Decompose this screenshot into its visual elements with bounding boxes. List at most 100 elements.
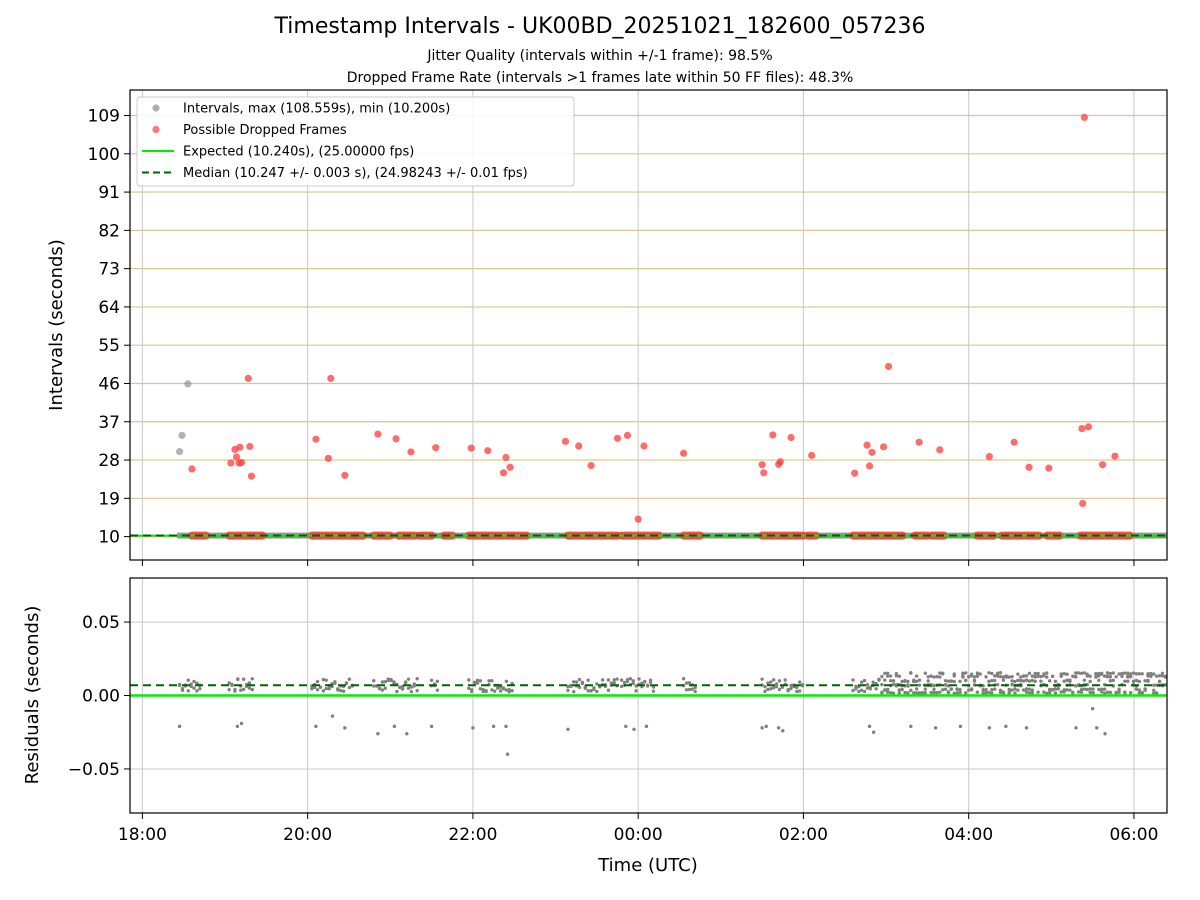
residual-point bbox=[637, 677, 641, 681]
jitter-quality-subtitle: Jitter Quality (intervals within +/-1 fr… bbox=[427, 48, 773, 64]
residual-point bbox=[180, 686, 185, 691]
bottom-y-tick-label: 0.00 bbox=[82, 687, 120, 707]
residual-point bbox=[894, 671, 899, 676]
residual-point bbox=[880, 674, 884, 679]
residual-point bbox=[1013, 679, 1017, 684]
residual-point bbox=[504, 688, 509, 692]
residual-point bbox=[958, 687, 962, 692]
residual-point bbox=[1152, 672, 1156, 676]
residual-point bbox=[900, 687, 904, 692]
residual-point bbox=[1143, 687, 1147, 691]
residual-point bbox=[395, 689, 399, 694]
residual-point bbox=[1085, 672, 1089, 676]
dropped-frame-point bbox=[985, 453, 993, 461]
residual-point bbox=[1033, 679, 1037, 683]
x-tick-label: 04:00 bbox=[944, 825, 993, 845]
residual-point bbox=[1100, 672, 1104, 676]
residual-point bbox=[969, 688, 974, 692]
residual-point bbox=[403, 680, 408, 684]
residual-outlier-point bbox=[376, 731, 380, 736]
residual-point bbox=[886, 687, 890, 692]
residual-point bbox=[943, 687, 948, 691]
residual-point bbox=[377, 686, 382, 691]
residual-point bbox=[955, 691, 959, 695]
residual-point bbox=[1088, 690, 1092, 695]
residual-point bbox=[917, 683, 922, 687]
residual-outlier-point bbox=[987, 726, 992, 730]
residual-point bbox=[1082, 687, 1087, 691]
residual-point bbox=[886, 674, 890, 678]
residual-point bbox=[318, 685, 323, 689]
residual-outlier-point bbox=[566, 727, 570, 731]
residual-point bbox=[865, 683, 870, 687]
residual-point bbox=[1134, 687, 1139, 691]
residual-point bbox=[496, 686, 500, 690]
x-tick-label: 00:00 bbox=[614, 825, 663, 845]
interval-point bbox=[178, 431, 186, 439]
residual-point bbox=[1016, 688, 1020, 692]
residual-point bbox=[1154, 691, 1159, 695]
residual-point bbox=[1120, 671, 1124, 676]
residual-point bbox=[998, 671, 1003, 675]
residual-point bbox=[1019, 678, 1023, 683]
residual-outlier-point bbox=[760, 726, 764, 730]
residual-point bbox=[923, 671, 928, 675]
residual-point bbox=[478, 687, 483, 691]
residual-point bbox=[380, 688, 385, 692]
residual-point bbox=[389, 678, 393, 683]
residual-outlier-point bbox=[330, 714, 335, 718]
legend: Intervals, max (108.559s), min (10.200s)… bbox=[136, 96, 575, 187]
residual-point bbox=[857, 689, 861, 694]
residual-point bbox=[987, 671, 991, 675]
residual-point bbox=[406, 677, 411, 681]
residual-point bbox=[198, 687, 202, 691]
residual-point bbox=[964, 691, 968, 695]
residual-point bbox=[409, 685, 414, 689]
residual-point bbox=[400, 687, 405, 691]
chart-title: Timestamp Intervals - UK00BD_20251021_18… bbox=[274, 14, 926, 39]
residual-point bbox=[693, 685, 697, 690]
residual-point bbox=[233, 689, 237, 693]
top-panel-axes: 10 19 28 37 46 55 64 73 82 91 100 109 bbox=[88, 89, 1168, 566]
dropped-frame-point bbox=[1098, 461, 1107, 469]
residual-point bbox=[478, 679, 483, 683]
dropped-frame-point bbox=[1078, 424, 1086, 433]
bottom-panel-points bbox=[130, 671, 1168, 756]
residual-point bbox=[1160, 671, 1165, 675]
residual-point bbox=[935, 674, 939, 679]
residual-point bbox=[344, 681, 349, 685]
dropped-frame-point bbox=[236, 443, 244, 451]
residual-point bbox=[1076, 690, 1081, 694]
residual-point bbox=[774, 684, 779, 689]
residual-outlier-point bbox=[239, 721, 244, 726]
residual-point bbox=[1126, 675, 1130, 679]
dropped-frame-point bbox=[760, 469, 768, 477]
residual-point bbox=[250, 687, 254, 692]
residual-point bbox=[774, 682, 779, 686]
residual-point bbox=[1117, 690, 1121, 694]
residual-outlier-point bbox=[1090, 707, 1095, 711]
residual-point bbox=[1027, 671, 1032, 676]
dropped-frame-point bbox=[327, 374, 335, 382]
residual-point bbox=[327, 687, 331, 691]
top-y-tick-label: 109 bbox=[88, 107, 120, 127]
residual-point bbox=[572, 690, 576, 694]
residual-point bbox=[900, 679, 904, 684]
residual-point bbox=[1065, 672, 1069, 676]
residual-point bbox=[1024, 674, 1029, 678]
dropped-frame-point bbox=[392, 435, 400, 443]
residual-point bbox=[903, 678, 907, 683]
residual-point bbox=[1126, 679, 1130, 683]
residual-point bbox=[1047, 679, 1052, 683]
residual-point bbox=[612, 678, 616, 682]
residual-point bbox=[990, 671, 994, 676]
residual-point bbox=[1050, 688, 1055, 692]
residual-point bbox=[769, 687, 773, 691]
residual-point bbox=[998, 688, 1003, 692]
x-tick-label: 22:00 bbox=[448, 825, 497, 845]
residual-outlier-point bbox=[1095, 726, 1099, 730]
residual-point bbox=[472, 680, 477, 685]
residual-point bbox=[990, 678, 994, 683]
y-axis-label-residuals: Residuals (seconds) bbox=[22, 606, 43, 785]
residual-point bbox=[777, 687, 782, 692]
